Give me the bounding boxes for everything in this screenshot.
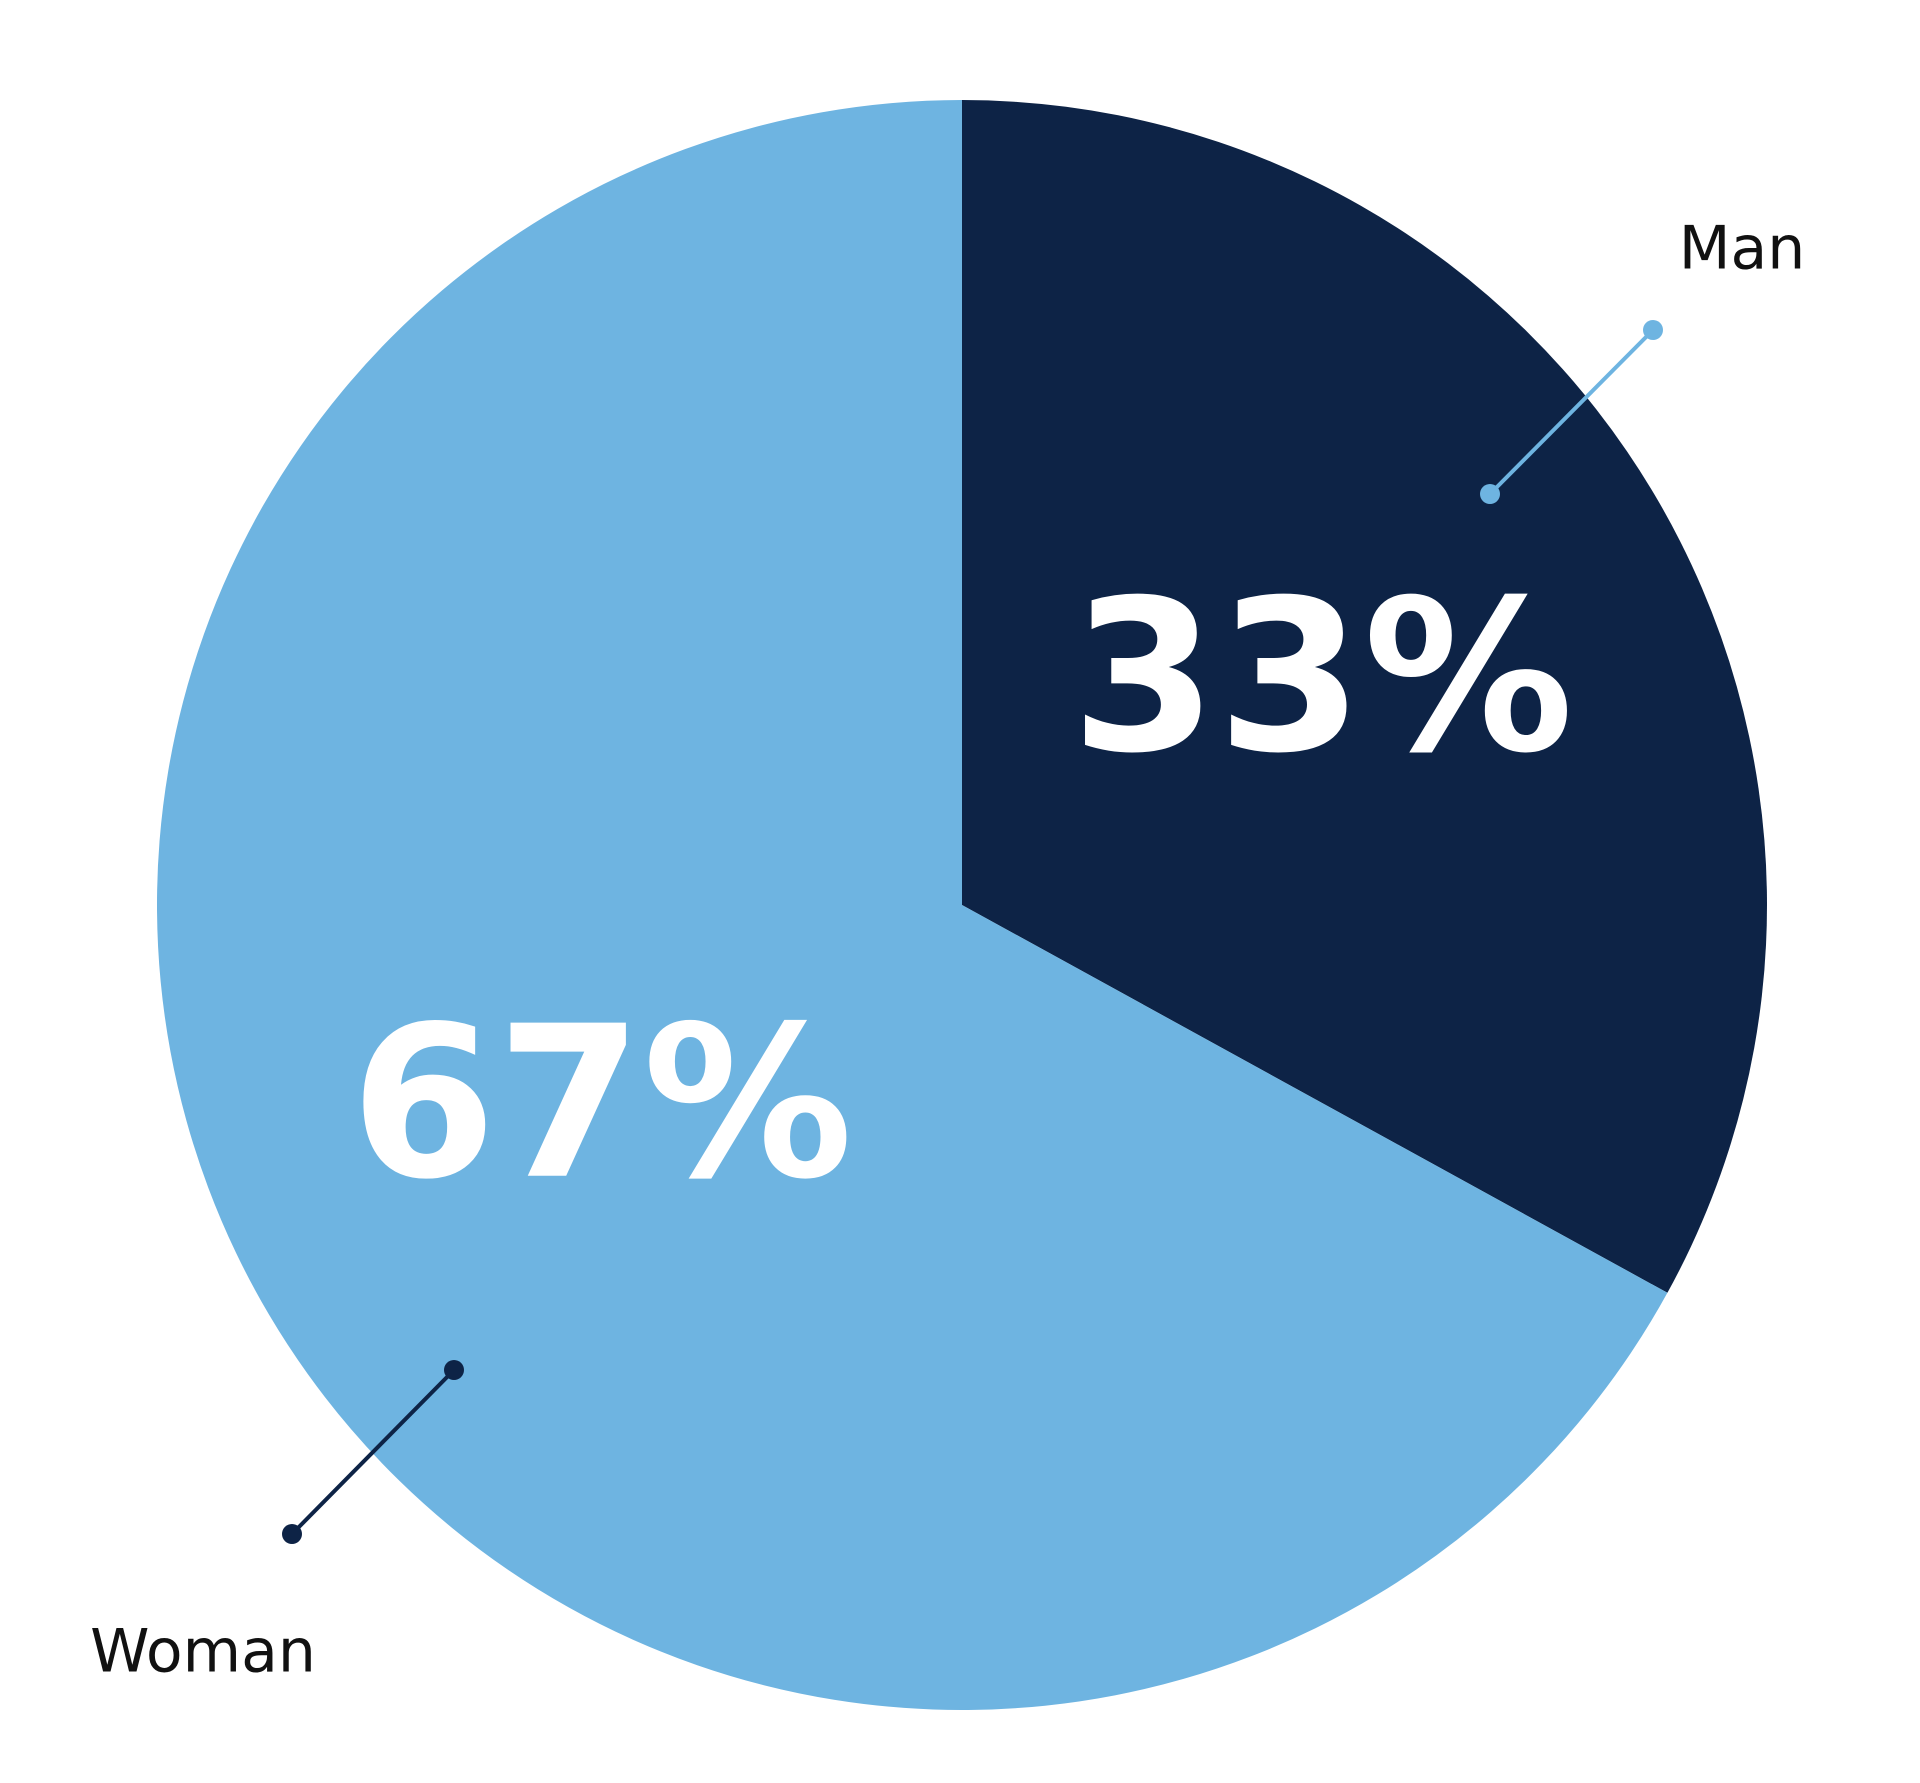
pie-slice: [962, 100, 1767, 1293]
value-label: 67%: [350, 981, 853, 1226]
leader-dot: [1643, 320, 1663, 340]
category-label: Man: [1679, 214, 1806, 284]
leader-line: [290, 1368, 456, 1536]
leader-dot: [282, 1524, 302, 1544]
leader-line: [1488, 328, 1655, 496]
leader-dot: [1480, 484, 1500, 504]
value-label: 33%: [1071, 555, 1574, 800]
category-label: Woman: [90, 1617, 316, 1687]
leader-dot: [444, 1360, 464, 1380]
pie-slice: [157, 100, 1668, 1710]
